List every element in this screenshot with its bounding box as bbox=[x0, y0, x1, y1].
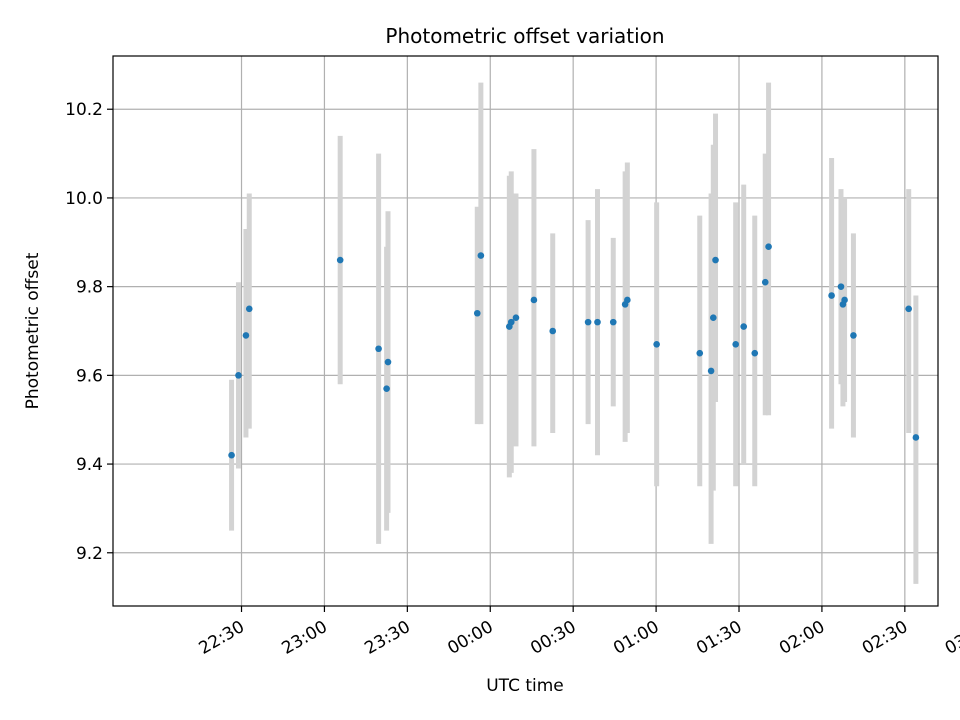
x-axis-title: UTC time bbox=[486, 676, 564, 696]
data-point bbox=[507, 318, 515, 326]
data-point bbox=[609, 318, 617, 326]
data-point bbox=[375, 345, 382, 353]
data-point bbox=[384, 358, 392, 366]
data-point bbox=[512, 314, 520, 321]
y-tick-label: 9.4 bbox=[76, 455, 103, 475]
data-point bbox=[850, 332, 857, 339]
plot-frame bbox=[112, 55, 939, 607]
data-point bbox=[696, 349, 704, 357]
y-axis-title: Photometric offset bbox=[23, 252, 43, 409]
data-point bbox=[477, 252, 485, 259]
data-point bbox=[235, 372, 242, 379]
data-point bbox=[765, 243, 772, 251]
data-point bbox=[473, 309, 481, 317]
data-point bbox=[837, 283, 845, 290]
data-point bbox=[242, 332, 250, 339]
data-point bbox=[383, 385, 390, 392]
data-point bbox=[336, 256, 344, 264]
data-point bbox=[549, 327, 557, 335]
data-point bbox=[912, 434, 920, 441]
y-tick-label: 9.2 bbox=[76, 544, 103, 564]
data-point bbox=[732, 341, 739, 348]
y-tick-label: 10.2 bbox=[65, 100, 103, 120]
data-point bbox=[828, 292, 835, 299]
data-point bbox=[841, 296, 848, 304]
data-point bbox=[751, 349, 759, 357]
data-point bbox=[594, 318, 601, 326]
data-point bbox=[707, 367, 715, 375]
data-point bbox=[712, 256, 719, 264]
data-point bbox=[530, 296, 538, 304]
y-axis-ticks: 9.2 9.4 9.6 9.8 10.0 10.2 bbox=[65, 100, 113, 564]
data-point bbox=[584, 318, 592, 326]
data-point bbox=[653, 341, 660, 348]
data-point bbox=[905, 305, 913, 313]
grid-lines bbox=[113, 56, 938, 606]
data-point bbox=[761, 278, 769, 286]
chart-title: Photometric offset variation bbox=[385, 24, 664, 48]
data-point bbox=[228, 451, 235, 459]
y-tick-label: 10.0 bbox=[65, 189, 103, 209]
data-points bbox=[228, 243, 920, 459]
y-tick-label: 9.6 bbox=[76, 366, 103, 386]
y-tick-label: 9.8 bbox=[76, 278, 103, 298]
data-point bbox=[624, 296, 631, 304]
data-point bbox=[740, 323, 748, 330]
data-point bbox=[245, 305, 253, 313]
data-point bbox=[710, 314, 717, 321]
